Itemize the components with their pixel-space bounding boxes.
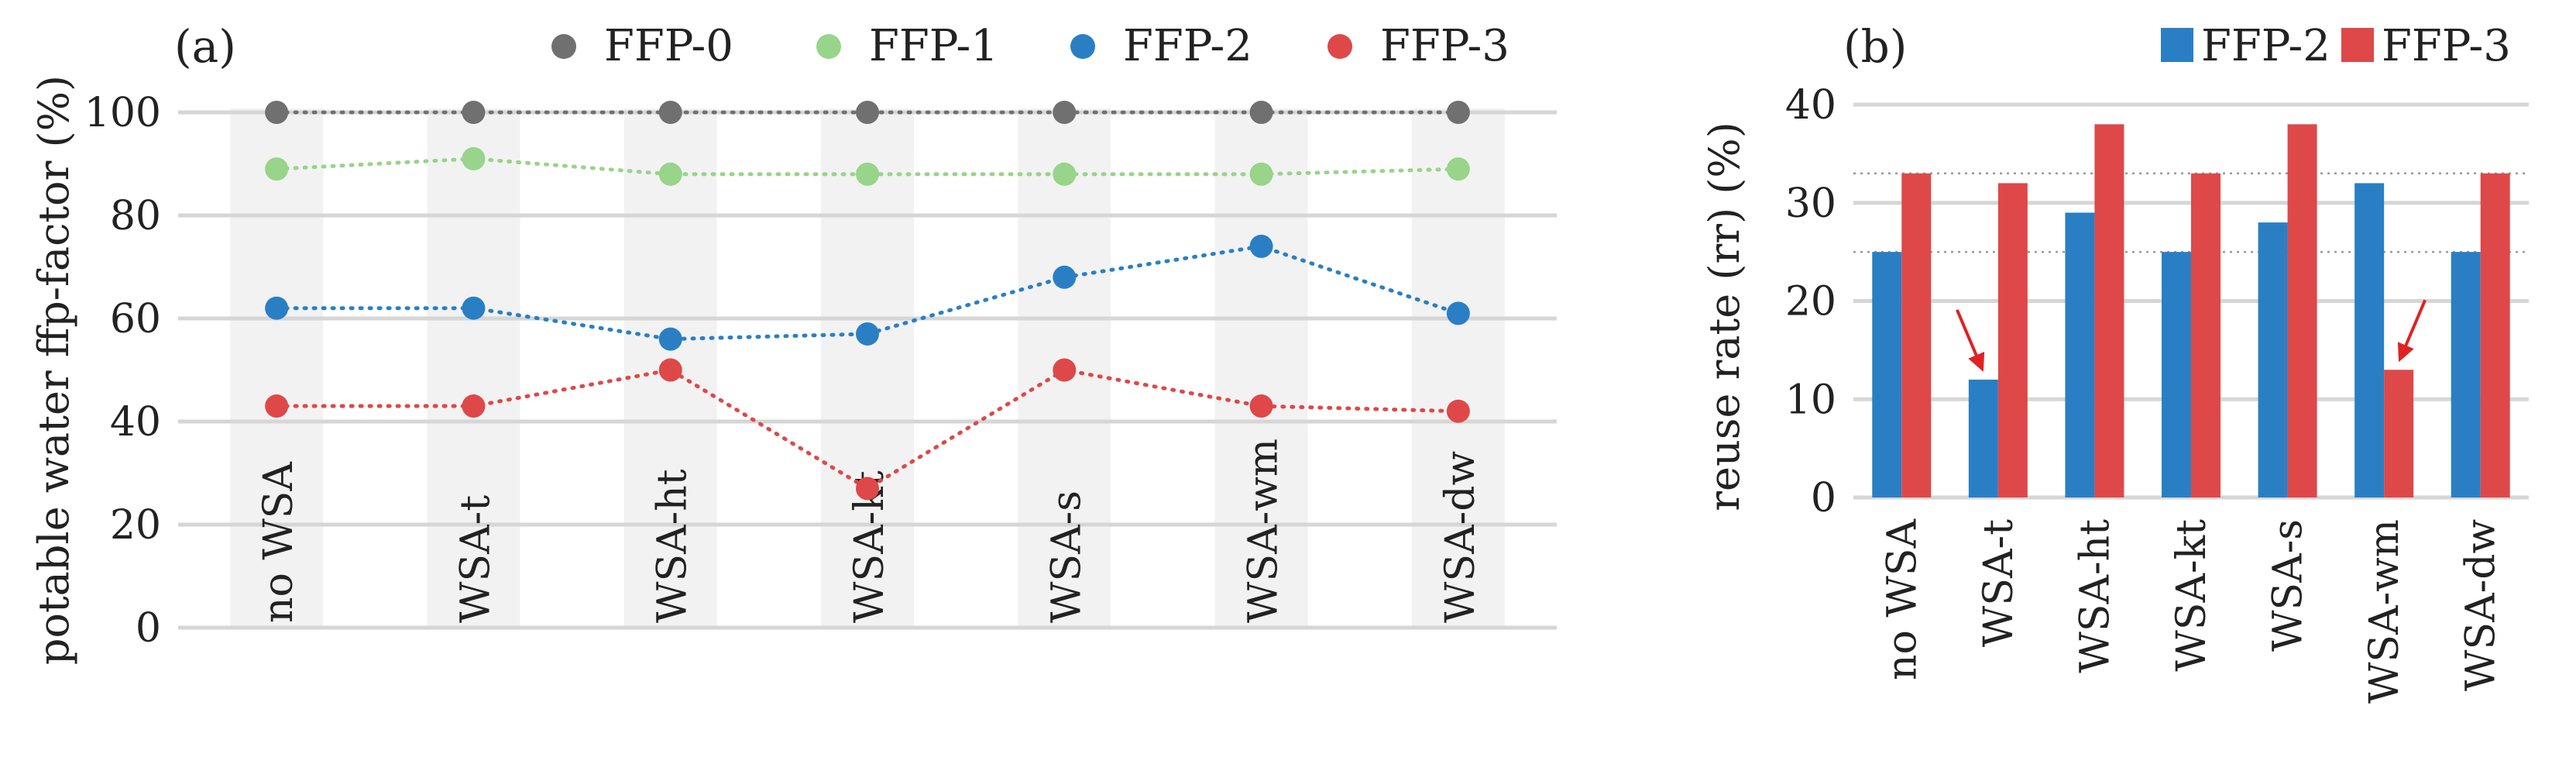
point-ffp-0-wsa-kt bbox=[856, 101, 879, 124]
legend-label-a-ffp-3: FFP-3 bbox=[1380, 21, 1510, 71]
point-ffp-2-wsa-s bbox=[1053, 265, 1077, 289]
point-ffp-2-wsa-dw bbox=[1446, 301, 1470, 325]
legend-marker-a-ffp-3 bbox=[1327, 34, 1352, 59]
category-band-wsa-t bbox=[427, 108, 520, 628]
point-ffp-1-wsa-ht bbox=[658, 162, 682, 186]
x-tick-label-a-wsa-s: WSA-s bbox=[1043, 490, 1090, 623]
category-band-no-wsa bbox=[230, 108, 324, 628]
y-tick-label-b-40: 40 bbox=[1785, 82, 1836, 129]
panel-label-b: (b) bbox=[1843, 20, 1907, 73]
x-tick-label-b-wsa-s: WSA-s bbox=[2265, 519, 2312, 652]
category-band-wsa-wm bbox=[1214, 108, 1308, 628]
y-tick-label-a-0: 0 bbox=[136, 605, 161, 652]
bar-ffp-3-wsa-s bbox=[2287, 124, 2317, 497]
x-tick-label-a-wsa-t: WSA-t bbox=[452, 495, 499, 623]
point-ffp-3-wsa-t bbox=[462, 394, 486, 418]
point-ffp-1-wsa-t bbox=[462, 146, 486, 170]
point-ffp-0-wsa-ht bbox=[658, 101, 682, 124]
point-ffp-1-wsa-s bbox=[1053, 162, 1077, 186]
y-tick-label-b-0: 0 bbox=[1811, 475, 1836, 521]
bar-ffp-3-wsa-kt bbox=[2191, 173, 2221, 497]
annotation-arrow-1 bbox=[2402, 299, 2427, 353]
point-ffp-0-no-wsa bbox=[265, 101, 289, 124]
legend-marker-a-ffp-1 bbox=[816, 34, 841, 59]
point-ffp-0-wsa-t bbox=[462, 101, 486, 124]
bar-ffp-3-wsa-dw bbox=[2480, 173, 2510, 497]
category-band-wsa-dw bbox=[1411, 108, 1505, 628]
legend-marker-a-ffp-2 bbox=[1070, 34, 1095, 59]
point-ffp-2-no-wsa bbox=[265, 296, 289, 320]
point-ffp-2-wsa-t bbox=[462, 296, 486, 320]
legend-label-a-ffp-2: FFP-2 bbox=[1123, 21, 1252, 71]
point-ffp-1-wsa-kt bbox=[856, 162, 879, 186]
legend-label-b-ffp-3: FFP-3 bbox=[2382, 21, 2511, 71]
x-tick-label-a-wsa-ht: WSA-ht bbox=[650, 469, 696, 623]
point-ffp-3-wsa-dw bbox=[1446, 399, 1470, 423]
y-tick-label-b-10: 10 bbox=[1785, 377, 1836, 423]
legend-marker-b-ffp-2 bbox=[2161, 28, 2193, 62]
x-tick-label-b-wsa-wm: WSA-wm bbox=[2361, 519, 2408, 704]
point-ffp-2-wsa-ht bbox=[658, 327, 682, 351]
legend-label-b-ffp-2: FFP-2 bbox=[2201, 21, 2330, 71]
point-ffp-1-wsa-wm bbox=[1249, 162, 1273, 186]
point-ffp-2-wsa-kt bbox=[856, 322, 879, 346]
bar-ffp-3-no-wsa bbox=[1901, 173, 1932, 497]
y-tick-label-a-100: 100 bbox=[84, 90, 161, 136]
point-ffp-1-no-wsa bbox=[265, 157, 289, 181]
annotation-arrowhead-0 bbox=[1968, 351, 1985, 372]
x-tick-label-a-no-wsa: no WSA bbox=[256, 461, 302, 623]
point-ffp-1-wsa-dw bbox=[1446, 157, 1470, 181]
point-ffp-0-wsa-wm bbox=[1249, 101, 1273, 124]
y-tick-label-a-20: 20 bbox=[110, 502, 161, 549]
chart-b: 0 10 20 30 40 reuse rate (rr) (%) no WSA WSA-t W… bbox=[1700, 20, 2529, 704]
point-ffp-3-no-wsa bbox=[265, 394, 289, 418]
bar-ffp-3-wsa-ht bbox=[2094, 124, 2124, 497]
annotation-arrowhead-1 bbox=[2397, 342, 2414, 363]
x-tick-label-b-no-wsa: no WSA bbox=[1879, 518, 1925, 680]
y-tick-label-a-40: 40 bbox=[110, 399, 161, 446]
legend-label-a-ffp-0: FFP-0 bbox=[604, 21, 733, 71]
category-band-wsa-kt bbox=[821, 108, 914, 628]
x-tick-label-b-wsa-kt: WSA-kt bbox=[2169, 519, 2215, 672]
bar-ffp-2-wsa-dw bbox=[2451, 252, 2481, 497]
point-ffp-3-wsa-ht bbox=[658, 358, 682, 382]
point-ffp-0-wsa-s bbox=[1053, 101, 1077, 124]
bar-ffp-3-wsa-t bbox=[1997, 183, 2028, 497]
bar-ffp-2-wsa-s bbox=[2258, 222, 2288, 497]
x-tick-label-b-wsa-t: WSA-t bbox=[1976, 519, 2022, 647]
y-tick-label-b-20: 20 bbox=[1785, 279, 1836, 325]
y-tick-label-a-60: 60 bbox=[110, 296, 161, 342]
bar-ffp-2-wsa-kt bbox=[2162, 252, 2191, 497]
x-tick-label-a-wsa-dw: WSA-dw bbox=[1437, 451, 1484, 623]
point-ffp-3-wsa-wm bbox=[1249, 394, 1273, 418]
point-ffp-3-wsa-s bbox=[1053, 358, 1077, 382]
y-tick-label-b-30: 30 bbox=[1785, 181, 1836, 227]
y-tick-label-a-80: 80 bbox=[110, 193, 161, 239]
bar-ffp-2-no-wsa bbox=[1872, 252, 1902, 497]
x-tick-label-a-wsa-wm: WSA-wm bbox=[1241, 439, 1287, 623]
point-ffp-2-wsa-wm bbox=[1249, 234, 1273, 258]
bar-ffp-2-wsa-ht bbox=[2065, 212, 2095, 497]
bar-ffp-3-wsa-wm bbox=[2384, 370, 2414, 497]
legend-marker-a-ffp-0 bbox=[551, 34, 576, 59]
y-axis-label-b: reuse rate (rr) (%) bbox=[1700, 122, 1749, 511]
x-tick-label-b-wsa-dw: WSA-dw bbox=[2458, 519, 2505, 691]
panel-label-a: (a) bbox=[174, 20, 236, 73]
legend-marker-b-ffp-3 bbox=[2341, 28, 2374, 62]
annotation-arrow-0 bbox=[1956, 309, 1980, 362]
bar-ffp-2-wsa-wm bbox=[2354, 183, 2385, 497]
x-tick-label-b-wsa-ht: WSA-ht bbox=[2072, 519, 2118, 673]
y-axis-label-a: potable water ffp-factor (%) bbox=[29, 75, 78, 665]
legend-label-a-ffp-1: FFP-1 bbox=[869, 21, 998, 71]
point-ffp-0-wsa-dw bbox=[1446, 101, 1470, 124]
point-ffp-3-wsa-kt bbox=[856, 477, 879, 501]
bar-ffp-2-wsa-t bbox=[1968, 379, 1998, 497]
